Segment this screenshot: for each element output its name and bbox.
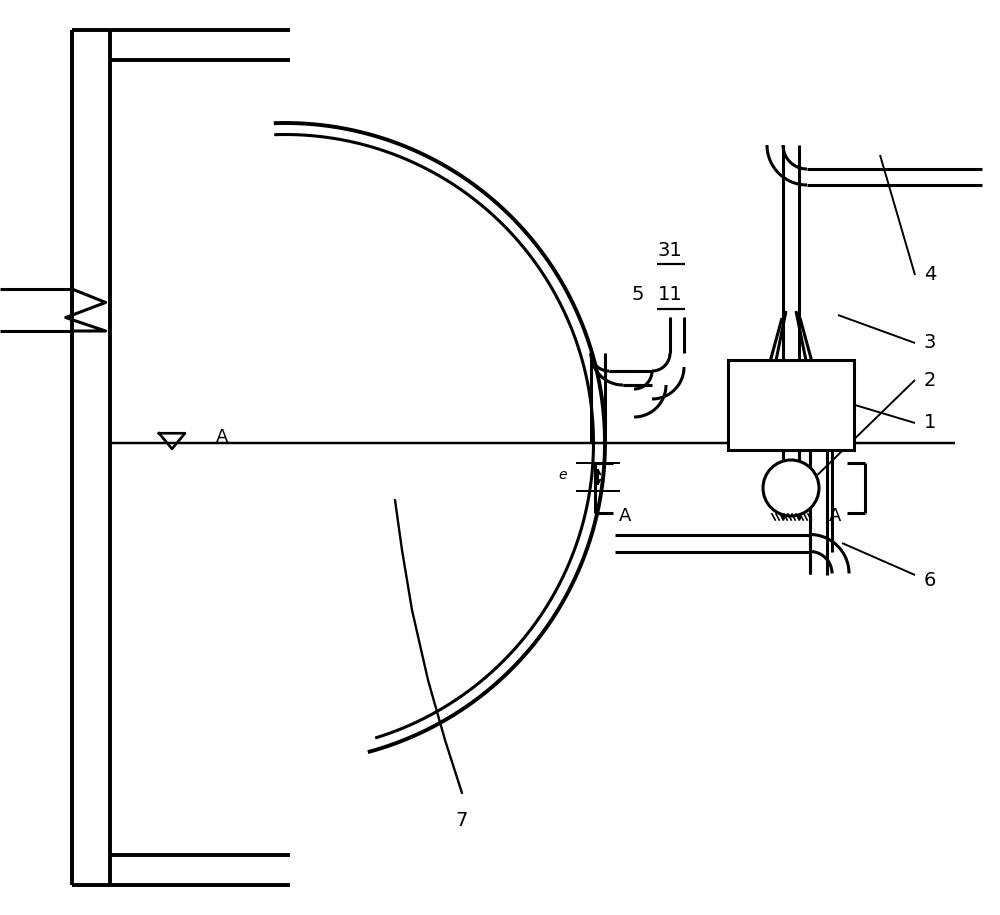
Text: A: A: [829, 507, 841, 525]
Text: 2: 2: [924, 371, 936, 390]
Text: 3: 3: [924, 333, 936, 352]
Text: 4: 4: [924, 265, 936, 285]
Text: 1: 1: [924, 414, 936, 433]
Text: 5: 5: [632, 285, 644, 305]
Text: 7: 7: [456, 811, 468, 830]
Text: 11: 11: [658, 285, 682, 305]
Circle shape: [763, 460, 819, 516]
Text: e: e: [559, 468, 567, 482]
Text: A: A: [619, 507, 631, 525]
Text: 6: 6: [924, 570, 936, 589]
Bar: [728, 360, 854, 450]
Text: 31: 31: [658, 241, 682, 260]
Text: A: A: [216, 428, 228, 446]
